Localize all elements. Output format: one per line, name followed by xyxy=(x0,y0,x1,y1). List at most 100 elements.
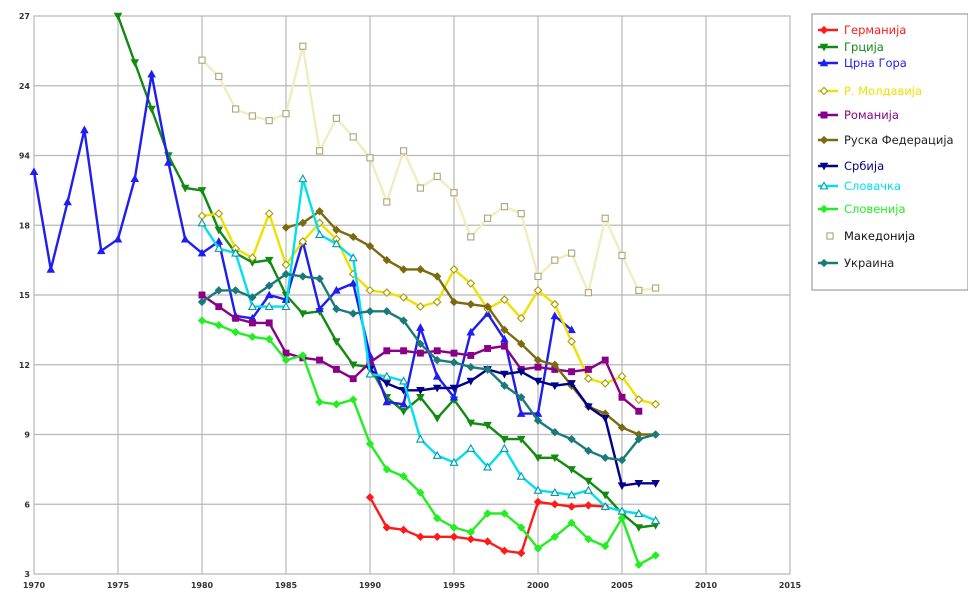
data-point xyxy=(382,523,391,532)
legend-entry: Романија xyxy=(818,108,899,122)
legend-entry: Германија xyxy=(818,23,906,37)
data-point xyxy=(365,242,375,251)
data-point xyxy=(282,349,290,357)
data-point xyxy=(634,395,644,405)
data-point xyxy=(601,453,610,462)
legend-label: Грција xyxy=(844,40,884,54)
series-11 xyxy=(197,269,660,465)
data-point xyxy=(265,319,273,327)
data-point xyxy=(113,12,123,21)
data-point xyxy=(332,304,341,314)
series-line xyxy=(201,45,656,294)
data-point xyxy=(533,416,543,425)
data-point xyxy=(349,375,357,383)
data-point xyxy=(432,384,442,393)
legend-label: Руска Федерација xyxy=(844,133,954,147)
data-point xyxy=(416,339,425,348)
data-point xyxy=(466,278,476,288)
data-point xyxy=(584,374,593,384)
legend-label: Македонија xyxy=(844,229,915,243)
data-point xyxy=(332,285,341,294)
data-point xyxy=(617,423,627,432)
data-point xyxy=(517,210,525,218)
data-point xyxy=(332,400,341,409)
data-point xyxy=(197,187,207,195)
data-point xyxy=(651,284,660,292)
data-point xyxy=(80,125,89,134)
data-point xyxy=(584,477,593,486)
data-point xyxy=(315,397,324,407)
data-point xyxy=(383,198,391,206)
data-point xyxy=(651,515,661,524)
x-tick-label: 1975 xyxy=(107,581,130,590)
legend-marker xyxy=(819,86,829,96)
data-point xyxy=(550,360,559,369)
data-point xyxy=(382,465,391,474)
data-point xyxy=(348,361,358,370)
data-point xyxy=(500,370,509,379)
data-point xyxy=(366,358,374,366)
data-point xyxy=(416,184,425,192)
grid-lines xyxy=(33,15,791,575)
data-point xyxy=(298,237,308,246)
data-point xyxy=(500,509,509,518)
data-point xyxy=(550,454,560,463)
data-point xyxy=(651,551,660,560)
x-tick-label: 2010 xyxy=(695,581,718,590)
data-point xyxy=(248,112,257,120)
data-point xyxy=(332,114,341,122)
data-point xyxy=(533,377,543,386)
data-point xyxy=(516,409,526,417)
data-point xyxy=(517,339,526,348)
data-point xyxy=(382,307,391,316)
legend-marker xyxy=(819,135,829,145)
data-point xyxy=(516,435,526,444)
legend-marker xyxy=(819,43,829,52)
series-4 xyxy=(197,209,660,409)
data-point xyxy=(113,234,123,243)
data-point xyxy=(298,218,307,228)
data-point xyxy=(484,345,492,352)
legend-marker xyxy=(826,232,834,240)
legend-label: Словачка xyxy=(844,179,901,193)
legend-marker xyxy=(819,58,829,67)
data-point xyxy=(432,371,442,380)
data-point xyxy=(400,347,408,355)
data-point xyxy=(231,286,240,295)
data-point xyxy=(349,232,358,242)
data-point xyxy=(215,72,223,81)
data-point xyxy=(399,472,408,481)
data-point xyxy=(315,207,324,216)
data-point xyxy=(214,321,223,330)
data-point xyxy=(617,455,627,465)
data-point xyxy=(617,482,627,491)
data-point xyxy=(618,251,626,260)
data-point xyxy=(651,480,660,488)
data-point xyxy=(147,105,156,114)
data-point xyxy=(550,487,560,497)
data-point xyxy=(466,327,476,336)
data-point xyxy=(517,523,526,532)
data-point xyxy=(634,434,643,444)
data-point xyxy=(567,466,576,474)
data-point xyxy=(433,347,441,355)
legend-label: Црна Гора xyxy=(844,56,907,70)
data-point xyxy=(63,197,72,206)
data-point xyxy=(500,546,509,555)
data-point xyxy=(567,337,576,346)
data-point xyxy=(264,290,274,299)
x-tick-label: 1970 xyxy=(23,581,46,590)
data-point xyxy=(382,397,392,406)
data-point xyxy=(466,527,475,537)
data-point xyxy=(568,368,576,376)
data-point xyxy=(517,393,526,402)
series-line xyxy=(369,368,656,487)
data-point xyxy=(567,325,576,334)
data-point xyxy=(618,393,626,401)
data-point xyxy=(315,274,324,283)
data-point xyxy=(466,300,475,309)
data-point xyxy=(449,384,459,393)
data-point xyxy=(231,328,240,337)
data-point xyxy=(382,288,392,298)
data-point xyxy=(214,286,223,295)
